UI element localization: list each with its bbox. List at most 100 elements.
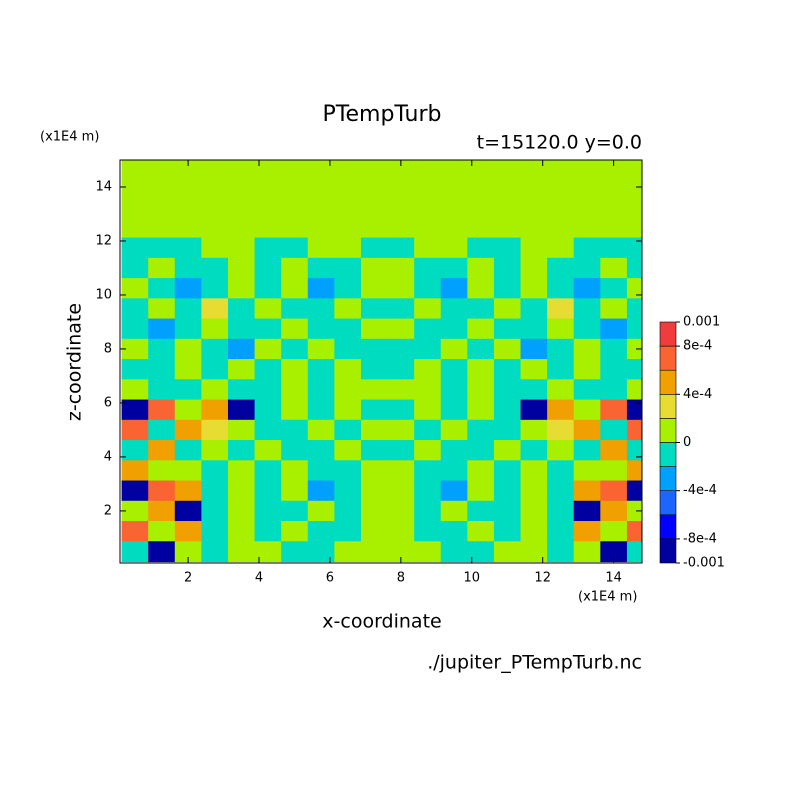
- contour-cell: [626, 197, 642, 218]
- contour-cell: [201, 197, 229, 218]
- contour-cell: [440, 338, 468, 360]
- colorbar-label: 4e-4: [683, 387, 712, 402]
- contour-cell: [520, 359, 548, 380]
- contour-cell: [493, 278, 522, 299]
- contour-cell: [334, 500, 362, 522]
- contour-cell: [227, 217, 256, 239]
- contour-cell: [600, 318, 628, 340]
- contour-cell: [547, 298, 575, 320]
- contour-cell: [387, 278, 415, 299]
- contour-cell: [493, 500, 522, 522]
- contour-cell: [121, 480, 149, 502]
- contour-cell: [307, 318, 335, 340]
- contour-cell: [414, 460, 442, 482]
- contour-cell: [547, 176, 575, 198]
- contour-cell: [387, 500, 415, 522]
- contour-cell: [547, 278, 575, 299]
- contour-cell: [201, 318, 229, 340]
- contour-cell: [387, 298, 415, 320]
- contour-cell: [626, 521, 642, 542]
- chart-title: PTempTurb: [323, 102, 442, 127]
- contour-cell: [227, 440, 256, 461]
- x-axis-label: x-coordinate: [322, 611, 441, 633]
- contour-cell: [307, 460, 335, 482]
- contour-cell: [307, 160, 335, 178]
- contour-cell: [148, 460, 176, 482]
- contour-cell: [440, 440, 468, 461]
- contour-cell: [281, 379, 309, 401]
- contour-cell: [600, 541, 628, 563]
- colorbar-swatch: [659, 514, 677, 540]
- contour-cell: [547, 197, 575, 218]
- contour-cell: [360, 278, 389, 299]
- contour-cell: [467, 419, 495, 441]
- contour-cell: [227, 160, 256, 178]
- contour-cell: [573, 359, 601, 380]
- contour-cell: [520, 521, 548, 542]
- contour-cell: [254, 541, 282, 563]
- contour-cell: [547, 217, 575, 239]
- contour-cell: [440, 480, 468, 502]
- contour-cell: [600, 257, 628, 279]
- y-tick-label: 4: [104, 449, 112, 464]
- colorbar-swatch: [659, 442, 677, 467]
- contour-cell: [626, 237, 642, 259]
- contour-cell: [547, 480, 575, 502]
- contour-cell: [493, 399, 522, 421]
- contour-cell: [254, 298, 282, 320]
- contour-cell: [387, 160, 415, 178]
- contour-cell: [600, 197, 628, 218]
- contour-cell: [414, 440, 442, 461]
- contour-cell: [254, 460, 282, 482]
- contour-cell: [281, 419, 309, 441]
- contour-cell: [626, 460, 642, 482]
- contour-cell: [440, 359, 468, 380]
- contour-cell: [334, 237, 362, 259]
- contour-cell: [227, 399, 256, 421]
- contour-cell: [626, 338, 642, 360]
- contour-cell: [520, 541, 548, 563]
- contour-cell: [227, 318, 256, 340]
- contour-cell: [174, 338, 202, 360]
- contour-cell: [547, 257, 575, 279]
- contour-cell: [387, 541, 415, 563]
- contour-cell: [573, 176, 601, 198]
- contour-cell: [547, 500, 575, 522]
- contour-cell: [547, 521, 575, 542]
- x-tick-label: 12: [534, 571, 551, 586]
- contour-cell: [414, 160, 442, 178]
- contour-cell: [573, 278, 601, 299]
- contour-cell: [493, 176, 522, 198]
- contour-cell: [201, 160, 229, 178]
- contour-cell: [573, 379, 601, 401]
- contour-cell: [626, 440, 642, 461]
- contour-cell: [573, 399, 601, 421]
- contour-cell: [148, 419, 176, 441]
- contour-cell: [148, 257, 176, 279]
- contour-cell: [121, 257, 149, 279]
- contour-cell: [121, 440, 149, 461]
- contour-cell: [174, 318, 202, 340]
- contour-cell: [573, 500, 601, 522]
- contour-cell: [520, 257, 548, 279]
- contour-cell: [121, 338, 149, 360]
- contour-cell: [201, 359, 229, 380]
- contour-cell: [334, 176, 362, 198]
- contour-cell: [281, 480, 309, 502]
- contour-cell: [414, 419, 442, 441]
- x-tick-label: 2: [184, 571, 192, 586]
- contour-cell: [254, 399, 282, 421]
- y-tick-label: 12: [95, 233, 112, 248]
- contour-cell: [493, 160, 522, 178]
- contour-cell: [547, 379, 575, 401]
- plot-frame: [119, 159, 643, 564]
- contour-cell: [201, 521, 229, 542]
- contour-cell: [493, 521, 522, 542]
- contour-cell: [254, 257, 282, 279]
- contour-cell: [573, 237, 601, 259]
- contour-cell: [148, 440, 176, 461]
- contour-cell: [626, 278, 642, 299]
- contour-cell: [387, 318, 415, 340]
- contour-cell: [440, 399, 468, 421]
- contour-cell: [493, 237, 522, 259]
